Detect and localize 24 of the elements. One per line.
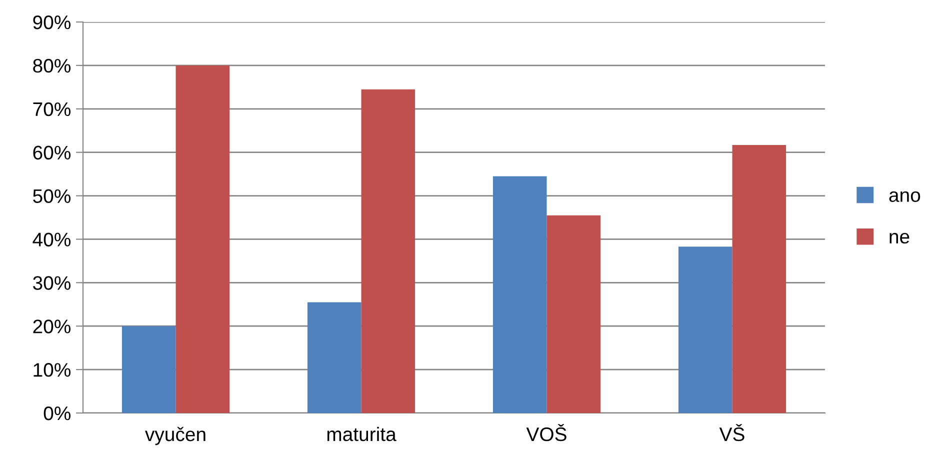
y-tick-label: 50%: [33, 189, 71, 204]
bar: [492, 176, 547, 413]
bar: [176, 65, 230, 413]
bar: [307, 302, 362, 413]
bar: [732, 144, 786, 413]
y-tick-label: 30%: [33, 276, 71, 290]
x-tick-label: VOŠ: [526, 424, 566, 442]
x-tick-label: vyučen: [145, 426, 206, 446]
y-tick-label: 0%: [44, 406, 71, 420]
y-tick-label: 10%: [34, 363, 71, 377]
x-tick-label: VŠ: [719, 424, 744, 442]
legend-label: ne: [890, 232, 910, 244]
y-tick-label: 70%: [33, 102, 71, 116]
bar: [678, 246, 732, 413]
y-tick-label: 80%: [33, 58, 71, 73]
y-tick-label: 90%: [33, 15, 71, 30]
bar: [361, 89, 416, 413]
bar: [122, 326, 176, 413]
x-tick-label: maturita: [327, 426, 396, 442]
y-tick-label: 40%: [32, 232, 71, 246]
y-tick-label: 60%: [33, 146, 71, 160]
bar: [546, 215, 601, 413]
legend-label: ano: [889, 191, 920, 202]
y-tick-label: 20%: [33, 320, 71, 334]
